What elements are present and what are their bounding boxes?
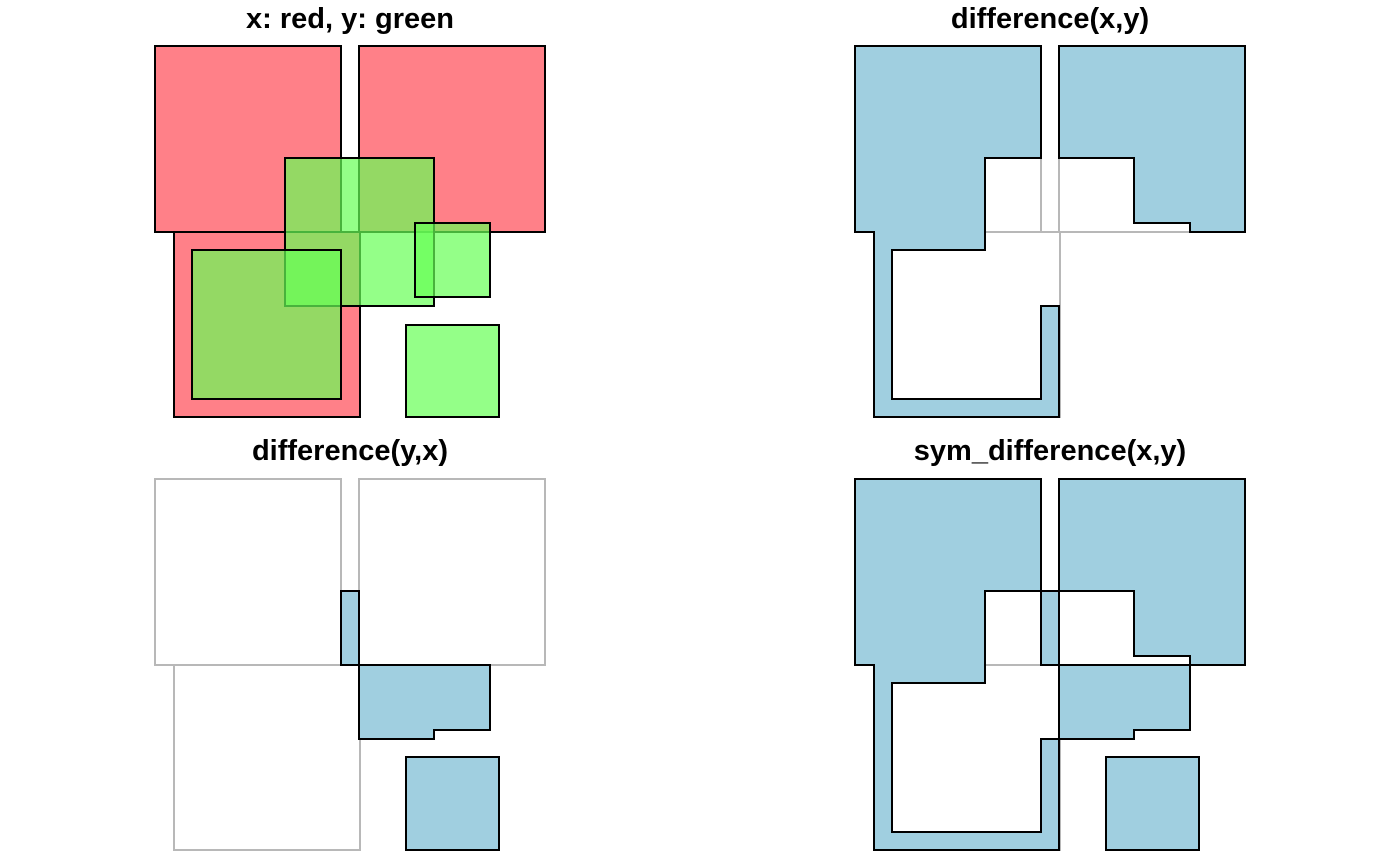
x-outline bbox=[154, 478, 342, 666]
panel-difference-y-x: difference(y,x) bbox=[154, 435, 546, 851]
y-polygon bbox=[405, 324, 500, 418]
result-polygon bbox=[340, 590, 360, 666]
panel-title: sym_difference(x,y) bbox=[914, 435, 1186, 467]
result-polygon bbox=[1105, 756, 1200, 851]
x-outline bbox=[873, 231, 1061, 418]
panel-title: difference(y,x) bbox=[252, 435, 448, 467]
panel-difference-x-y: difference(x,y) bbox=[854, 3, 1246, 418]
panel-overlay: x: red, y: green bbox=[154, 3, 546, 418]
panel-sym-difference: sym_difference(x,y) bbox=[854, 435, 1246, 851]
x-outline bbox=[873, 664, 1061, 851]
result-polygon bbox=[1040, 590, 1060, 666]
result-polygon bbox=[854, 478, 1060, 851]
result-polygon bbox=[1058, 45, 1246, 233]
y-polygon bbox=[414, 222, 491, 298]
panel-title: difference(x,y) bbox=[951, 3, 1149, 35]
result-polygon bbox=[1058, 664, 1191, 740]
result-polygon bbox=[1058, 478, 1246, 666]
result-polygon bbox=[405, 756, 500, 851]
y-polygon bbox=[191, 249, 342, 400]
x-outline bbox=[358, 478, 546, 666]
panel-title: x: red, y: green bbox=[246, 3, 454, 35]
result-polygon bbox=[358, 664, 491, 740]
result-polygon bbox=[854, 45, 1060, 418]
x-outline bbox=[173, 664, 361, 851]
